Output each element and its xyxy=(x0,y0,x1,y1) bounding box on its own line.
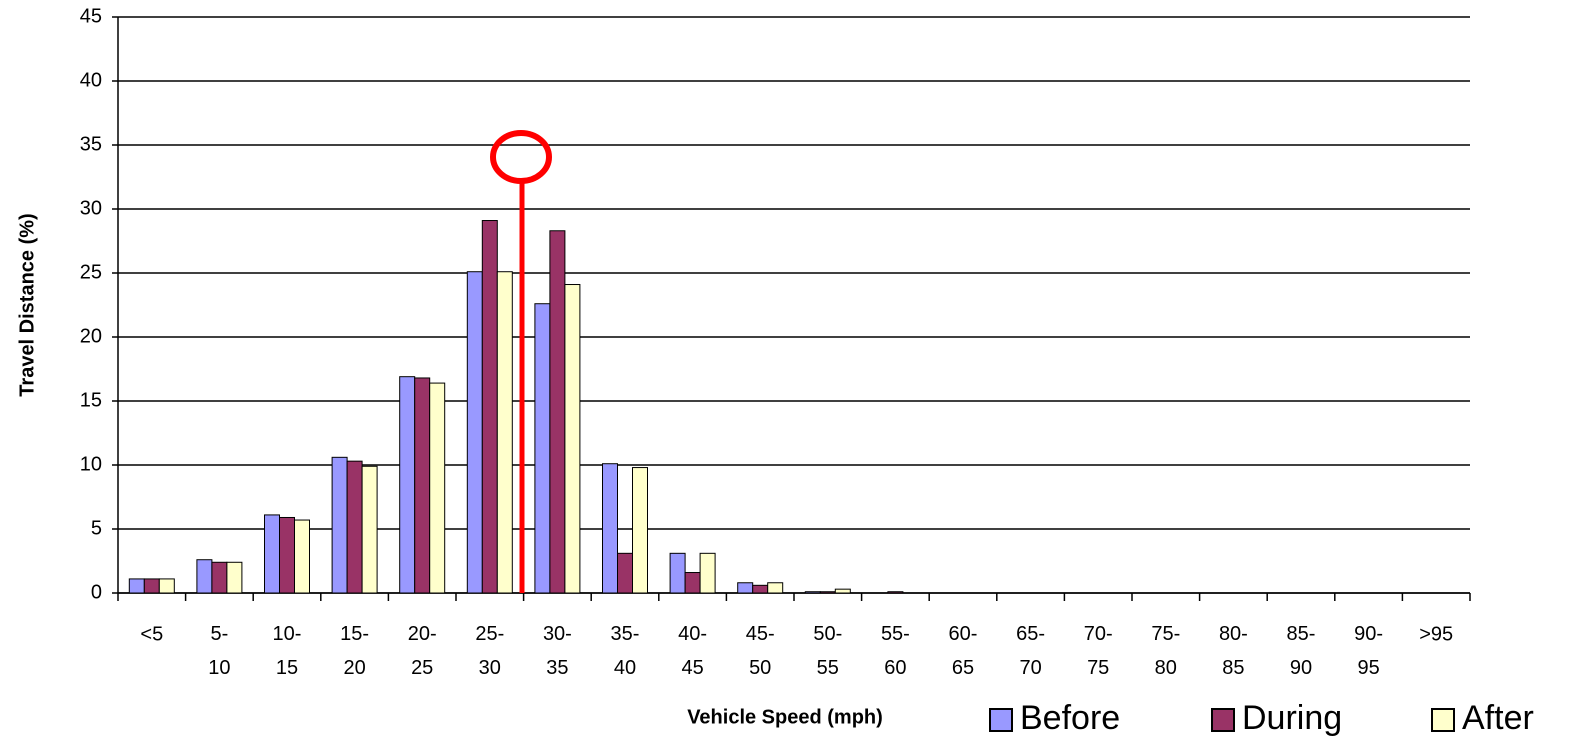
bar xyxy=(399,376,416,594)
legend-label: During xyxy=(1242,699,1342,737)
x-axis-title: Vehicle Speed (mph) xyxy=(687,706,883,728)
x-tick-label: 55-60 xyxy=(881,623,910,679)
x-tick-label: 40-45 xyxy=(678,623,707,679)
x-tick-label: 5-10 xyxy=(208,623,230,679)
y-tick-label: 30 xyxy=(80,197,102,219)
bar xyxy=(481,220,498,594)
bar xyxy=(752,584,769,594)
legend: Before During After xyxy=(989,699,1534,737)
plot-area: 0 5 10 15 20 25 30 35 40 45 <5 5-10 10-15 15-20 20-25 2… xyxy=(80,5,1471,679)
y-tick-label: 5 xyxy=(91,517,102,539)
bar xyxy=(414,377,431,594)
bar xyxy=(834,588,851,594)
legend-swatch xyxy=(989,708,1013,732)
bar xyxy=(617,552,633,594)
bar xyxy=(196,559,213,594)
annotation-circle xyxy=(490,130,552,184)
x-tick-label: 80-85 xyxy=(1219,623,1248,679)
bar xyxy=(429,382,446,594)
legend-label: Before xyxy=(1020,699,1120,737)
bar xyxy=(128,578,145,594)
bar xyxy=(767,582,784,594)
x-tick-label: 10-15 xyxy=(273,623,302,679)
legend-label: After xyxy=(1462,699,1534,737)
legend-swatch xyxy=(1431,708,1455,732)
bar xyxy=(684,572,701,594)
x-tick-label: 25-30 xyxy=(475,623,504,679)
y-tick-label: 35 xyxy=(80,133,102,155)
y-tick-label: 15 xyxy=(80,389,102,411)
bar xyxy=(804,591,821,594)
bar xyxy=(264,514,280,594)
bar xyxy=(331,456,348,594)
bar xyxy=(496,271,513,594)
x-tick-label: >95 xyxy=(1419,623,1453,645)
bar xyxy=(632,467,648,594)
bar xyxy=(361,465,378,594)
y-axis-title: Travel Distance (%) xyxy=(16,213,38,396)
y-tick-label: 10 xyxy=(80,453,102,475)
x-tick-label: 15-20 xyxy=(340,623,369,679)
y-tick-label: 25 xyxy=(80,261,102,283)
bar xyxy=(549,230,566,594)
bar xyxy=(211,561,228,594)
bar xyxy=(466,271,483,594)
bar xyxy=(887,591,904,594)
x-tick-label: 20-25 xyxy=(408,623,437,679)
x-tick-label: 75-80 xyxy=(1151,623,1180,679)
annotation xyxy=(490,130,552,593)
bar xyxy=(564,284,581,594)
x-tick-label: 65-70 xyxy=(1016,623,1045,679)
bar xyxy=(699,552,716,594)
bar xyxy=(819,591,836,594)
bar xyxy=(158,578,175,594)
x-tick-label: 70-75 xyxy=(1084,623,1113,679)
x-tick-label: 50-55 xyxy=(813,623,842,679)
x-tick-label: 85-90 xyxy=(1287,623,1316,679)
x-tick-label: 30-35 xyxy=(543,623,572,679)
x-tick-label: <5 xyxy=(140,623,163,645)
bar xyxy=(279,516,295,594)
x-tick-label: 60-65 xyxy=(949,623,978,679)
bar xyxy=(143,578,160,594)
legend-swatch xyxy=(1211,708,1235,732)
bar xyxy=(346,460,363,594)
y-tick-label: 40 xyxy=(80,69,102,91)
y-tick-label: 0 xyxy=(91,581,102,603)
bar xyxy=(669,552,686,594)
y-tick-label: 45 xyxy=(80,5,102,27)
x-tick-label: 45-50 xyxy=(746,623,775,679)
bar xyxy=(602,463,618,594)
y-tick-label: 20 xyxy=(80,325,102,347)
bar xyxy=(294,519,310,594)
bar xyxy=(226,561,243,594)
bar xyxy=(534,303,551,594)
x-tick-label: 90-95 xyxy=(1354,623,1383,679)
x-tick-label: 35-40 xyxy=(611,623,640,679)
bar xyxy=(737,582,754,594)
